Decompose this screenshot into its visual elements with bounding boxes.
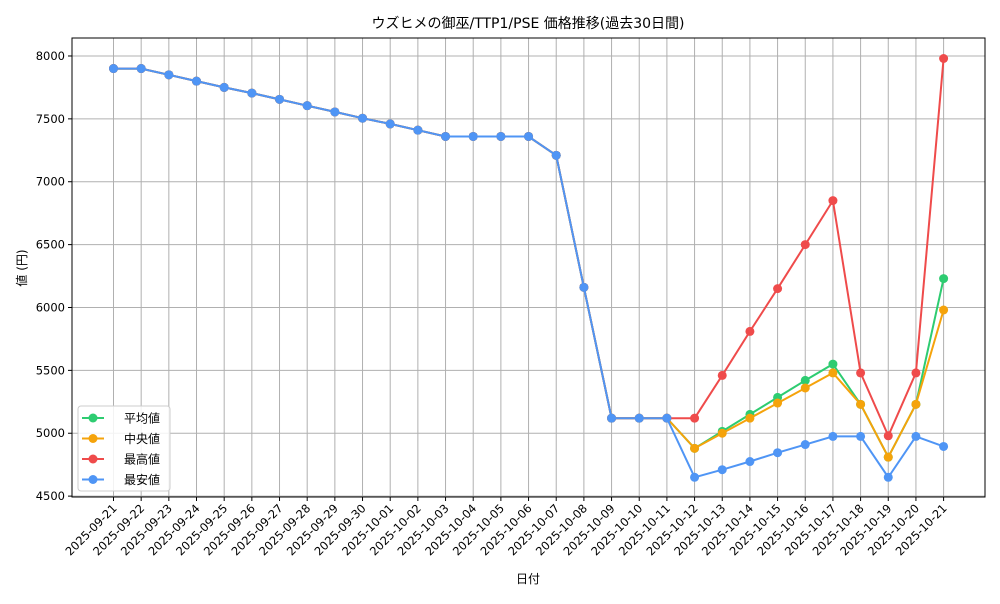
y-tick-label: 6000 xyxy=(36,300,65,314)
data-point-marker xyxy=(856,399,866,409)
data-point-marker xyxy=(219,82,229,92)
series-3 xyxy=(109,64,949,482)
data-point-marker xyxy=(883,472,893,482)
legend-item: 平均値 xyxy=(82,411,160,426)
legend-marker-icon xyxy=(88,454,98,464)
data-point-marker xyxy=(939,274,949,284)
data-point-marker xyxy=(690,413,700,423)
data-point-marker xyxy=(413,125,423,135)
data-point-marker xyxy=(496,131,506,141)
data-point-marker xyxy=(800,375,810,385)
legend-label: 最安値 xyxy=(124,472,160,487)
y-axis-ticks: 4500 5000 5500 6000 6500 7000 7500 8000 xyxy=(36,49,72,503)
data-point-marker xyxy=(828,196,838,206)
data-point-marker xyxy=(524,131,534,141)
data-point-marker xyxy=(828,431,838,441)
legend-label: 平均値 xyxy=(124,411,160,426)
data-point-marker xyxy=(911,431,921,441)
data-point-marker xyxy=(690,443,700,453)
data-point-marker xyxy=(911,368,921,378)
data-point-marker xyxy=(939,305,949,315)
data-point-marker xyxy=(828,368,838,378)
data-point-marker xyxy=(468,131,478,141)
legend-box xyxy=(77,405,171,492)
data-point-marker xyxy=(690,472,700,482)
y-tick-label: 5000 xyxy=(36,426,65,440)
chart-title: ウズヒメの御巫/TTP1/PSE 価格推移(過去30日間) xyxy=(371,16,684,32)
data-point-marker xyxy=(800,240,810,250)
data-point-marker xyxy=(385,119,395,129)
data-point-marker xyxy=(441,131,451,141)
data-point-marker xyxy=(800,440,810,450)
data-point-marker xyxy=(828,359,838,369)
legend-marker-icon xyxy=(88,475,98,484)
data-point-marker xyxy=(662,413,672,423)
y-axis-label: 値 (円) xyxy=(14,249,29,286)
data-point-marker xyxy=(247,88,257,98)
x-axis-label: 日付 xyxy=(516,572,540,586)
grid-lines xyxy=(72,38,985,497)
legend-item: 最高値 xyxy=(82,452,160,467)
y-tick-label: 4500 xyxy=(36,489,65,503)
y-tick-label: 7500 xyxy=(36,112,65,126)
data-point-marker xyxy=(634,413,644,423)
data-point-marker xyxy=(302,101,312,111)
y-tick-label: 6500 xyxy=(36,238,65,252)
data-point-marker xyxy=(745,326,755,336)
data-point-marker xyxy=(856,368,866,378)
data-point-marker xyxy=(911,399,921,409)
legend-marker-icon xyxy=(88,434,98,443)
data-point-marker xyxy=(939,53,949,63)
data-point-marker xyxy=(164,70,174,80)
data-point-marker xyxy=(717,465,727,475)
data-point-marker xyxy=(607,413,617,423)
legend-label: 最高値 xyxy=(124,452,160,467)
y-tick-label: 8000 xyxy=(36,49,65,63)
data-point-marker xyxy=(773,448,783,458)
data-point-marker xyxy=(717,428,727,438)
data-point-marker xyxy=(883,431,893,441)
y-tick-label: 5500 xyxy=(36,363,65,377)
y-tick-label: 7000 xyxy=(36,175,65,189)
series-layer xyxy=(109,53,949,482)
data-point-marker xyxy=(745,457,755,467)
data-point-marker xyxy=(136,64,146,74)
data-point-marker xyxy=(883,452,893,462)
x-axis-ticks: 2025-09-212025-09-222025-09-232025-09-24… xyxy=(62,497,950,558)
data-point-marker xyxy=(109,64,118,74)
data-point-marker xyxy=(800,383,810,393)
data-point-marker xyxy=(773,284,783,294)
data-point-marker xyxy=(856,431,866,441)
legend-item: 中央値 xyxy=(82,431,160,446)
data-point-marker xyxy=(745,413,755,423)
data-point-marker xyxy=(192,76,202,86)
data-point-marker xyxy=(579,282,589,292)
legend-item: 最安値 xyxy=(82,472,160,487)
data-point-marker xyxy=(551,150,561,160)
data-point-marker xyxy=(330,107,340,117)
data-point-marker xyxy=(275,94,285,104)
legend-marker-icon xyxy=(88,413,98,423)
data-point-marker xyxy=(773,398,783,408)
data-point-marker xyxy=(358,113,368,123)
data-point-marker xyxy=(717,370,727,380)
legend-label: 中央値 xyxy=(124,431,160,446)
data-point-marker xyxy=(939,441,949,451)
